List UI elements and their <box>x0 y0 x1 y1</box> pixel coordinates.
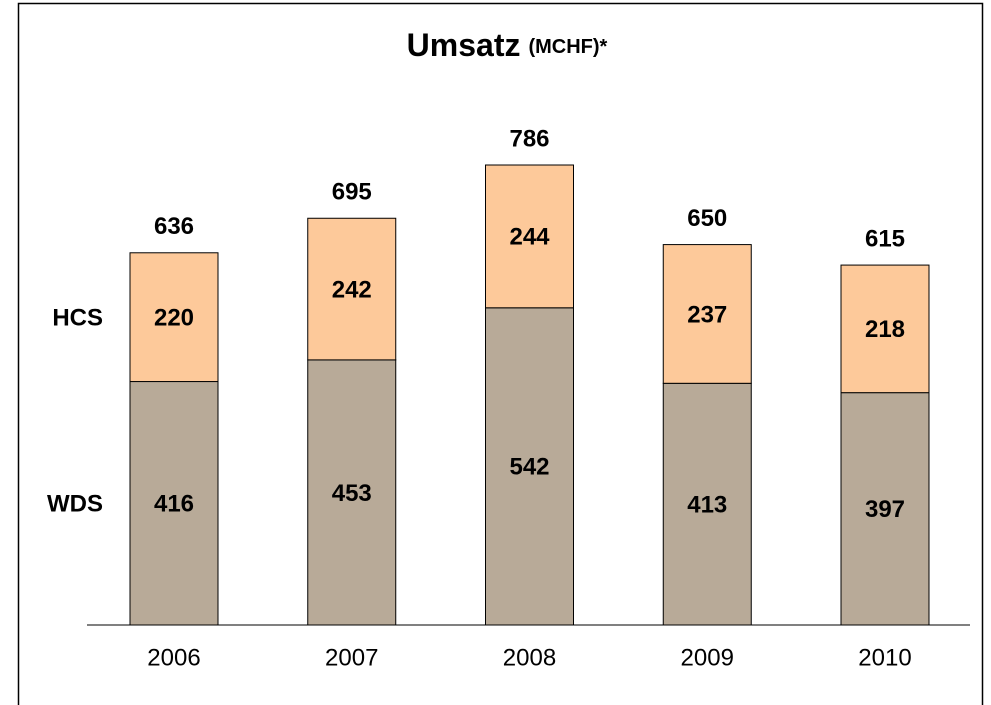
data-label: 397 <box>865 496 905 523</box>
data-label: 242 <box>332 276 372 303</box>
bar-segment <box>662 244 752 384</box>
data-label: 416 <box>154 491 194 518</box>
bar-segment <box>840 392 930 626</box>
total-label: 636 <box>154 213 194 240</box>
bar-segment <box>840 264 930 394</box>
data-label: 453 <box>332 480 372 507</box>
x-tick-label: 2009 <box>681 644 734 671</box>
bar-segment <box>485 164 574 309</box>
chart-title-unit: (MCHF)* <box>528 36 607 58</box>
bar-segment <box>307 217 397 361</box>
data-label: 542 <box>509 454 549 481</box>
x-tick-label: 2010 <box>858 644 911 671</box>
x-tick-label: 2008 <box>503 644 556 671</box>
data-label: 218 <box>865 316 905 343</box>
bar-segment <box>307 359 397 626</box>
x-tick-label: 2006 <box>147 644 200 671</box>
chart-title-group: Umsatz (MCHF)* <box>407 27 608 63</box>
data-label: 220 <box>154 305 194 332</box>
bar-segment <box>129 252 219 383</box>
chart-title: Umsatz <box>407 27 521 63</box>
legend-label: HCS <box>52 305 103 332</box>
total-label: 650 <box>687 205 727 232</box>
total-label: 786 <box>509 125 549 152</box>
x-tick-label: 2007 <box>325 644 378 671</box>
data-label: 237 <box>687 301 727 328</box>
legend-label: WDS <box>47 491 103 518</box>
total-label: 695 <box>332 179 372 206</box>
data-label: 244 <box>509 224 550 251</box>
total-label: 615 <box>865 225 905 252</box>
data-label: 413 <box>687 491 727 518</box>
